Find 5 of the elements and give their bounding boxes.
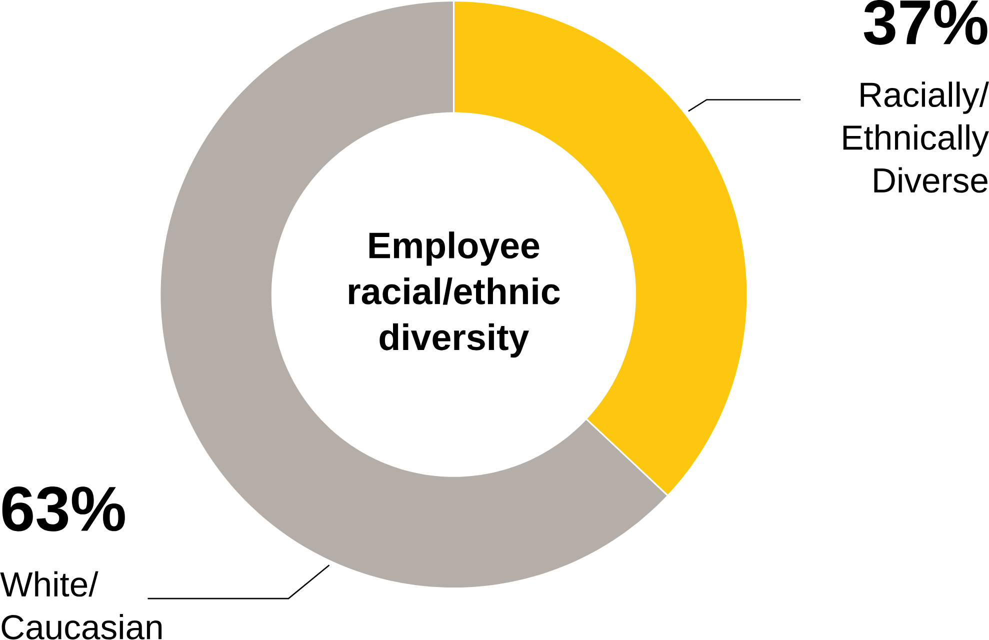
text: Employee racial/ethnic diversity: [348, 232, 560, 358]
slice-label: White/ Caucasian: [0, 571, 162, 640]
slice-label: Racially/ Ethnically Diverse: [843, 82, 989, 193]
data-label: 63%: [2, 486, 125, 532]
data-label: 37%: [864, 0, 988, 46]
